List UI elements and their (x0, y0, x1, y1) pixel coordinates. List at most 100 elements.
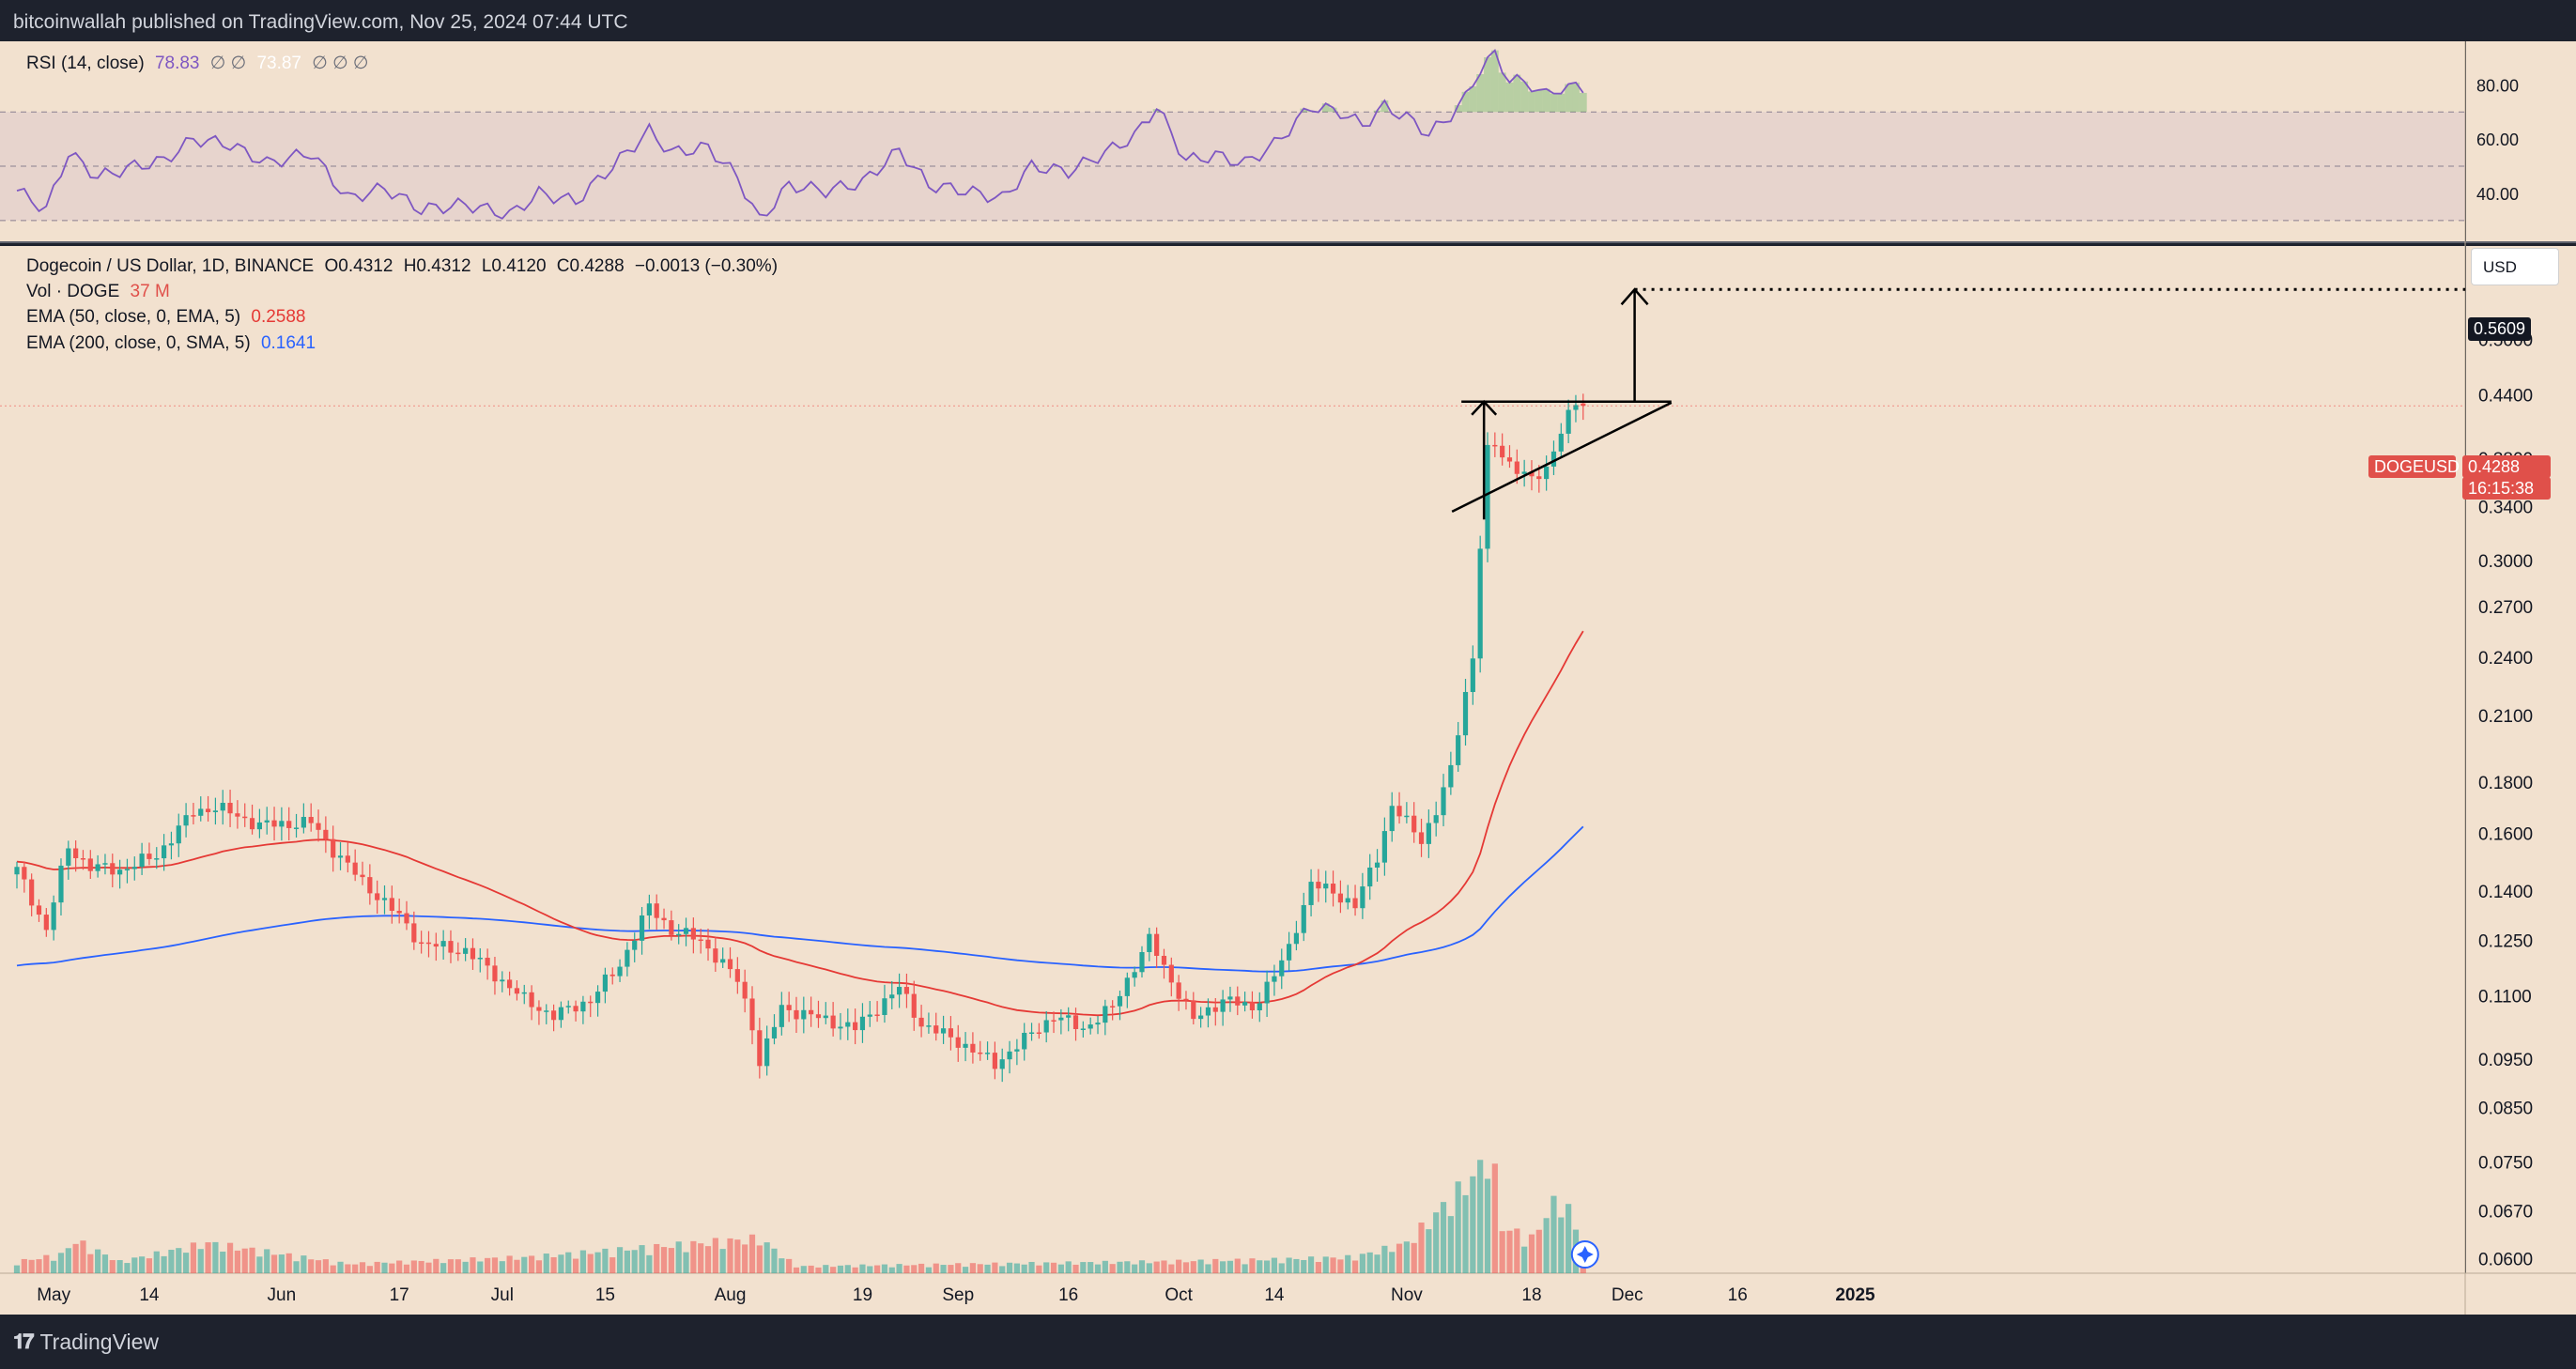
ema200-line (16, 825, 1584, 973)
volume-bar (1153, 1261, 1160, 1273)
main-pane-bg (0, 246, 2465, 1273)
volume-bar (1440, 1202, 1447, 1273)
ohlc-open: O0.4312 (324, 256, 393, 276)
price-tick-label: 0.2100 (2478, 707, 2533, 727)
last-price-label: 0.4288 (2462, 455, 2551, 478)
volume-bar (1293, 1258, 1300, 1273)
tradingview-brand[interactable]: 𝟏𝟕 TradingView (13, 1328, 159, 1356)
rsi-legend[interactable]: RSI (14, close) 78.83 ∅ ∅ 73.87 ∅ ∅ ∅ (26, 53, 368, 74)
volume-bar (1521, 1246, 1528, 1273)
volume-bar (1036, 1265, 1042, 1273)
candle-body (970, 1043, 976, 1053)
volume-bar (51, 1260, 57, 1273)
rsi-pane-bg (0, 41, 2465, 242)
volume-bar (543, 1254, 549, 1273)
candle-body (1161, 955, 1167, 965)
candle-body (1411, 815, 1417, 833)
volume-bar (698, 1243, 704, 1273)
volume-bar (36, 1259, 42, 1273)
volume-bar (1094, 1264, 1102, 1273)
volume-bar (756, 1245, 763, 1273)
volume-bar (1043, 1262, 1050, 1273)
candle-body (903, 987, 910, 994)
price-tick-label: 0.0950 (2478, 1051, 2533, 1070)
candle-body (698, 939, 703, 942)
volume-bar (881, 1264, 888, 1273)
candle-body (749, 998, 755, 1031)
symbol-line: Dogecoin / US Dollar, 1D, BINANCE (26, 256, 315, 276)
volume-bar (1403, 1241, 1410, 1273)
currency-button[interactable]: USD (2471, 248, 2559, 285)
candle-body (1014, 1049, 1020, 1052)
volume-bar (1264, 1260, 1271, 1273)
volume-bar (654, 1243, 660, 1273)
volume-bar (609, 1257, 616, 1273)
time-axis-bg (0, 1273, 2576, 1315)
candle-body (43, 915, 49, 931)
volume-bar (918, 1263, 925, 1273)
volume-bar (911, 1265, 918, 1273)
volume-bar (815, 1267, 822, 1273)
volume-bar (1301, 1259, 1307, 1273)
candle-body (1404, 815, 1410, 818)
candle-body (22, 867, 27, 880)
volume-bar (1374, 1254, 1381, 1273)
candle-body (389, 898, 394, 912)
candle-body (536, 1007, 542, 1011)
volume-bar (1109, 1264, 1116, 1273)
candle-body (1147, 933, 1152, 952)
candle-body (1514, 461, 1519, 474)
candle-body (1124, 977, 1130, 996)
candle-body (242, 816, 248, 819)
price-tick-label: 0.1100 (2478, 987, 2532, 1007)
candle-body (345, 855, 350, 863)
rsi-null-marks-2: ∅ ∅ ∅ (312, 54, 369, 73)
ema50-legend[interactable]: EMA (50, close, 0, EMA, 5) 0.2588 (26, 307, 306, 328)
candle-body (507, 979, 513, 989)
candle-body (918, 1017, 924, 1027)
candle-body (1301, 904, 1306, 933)
candle-body (396, 911, 402, 914)
volume-bar (800, 1266, 807, 1273)
volume-bar (65, 1248, 71, 1273)
ema200-legend[interactable]: EMA (200, close, 0, SMA, 5) 0.1641 (26, 333, 316, 354)
candle-body (1286, 944, 1292, 961)
candle-body (1374, 862, 1381, 868)
volume-bar (1220, 1261, 1226, 1273)
candle-body (227, 803, 233, 814)
volume-bar (101, 1254, 109, 1273)
volume-bar (440, 1263, 447, 1273)
volume-legend[interactable]: Vol · DOGE 37 M (26, 282, 170, 302)
volume-bar (1249, 1258, 1256, 1273)
volume-bar (1470, 1176, 1476, 1273)
volume-bar (823, 1265, 829, 1273)
realtime-marker-icon[interactable] (1570, 1240, 1599, 1269)
volume-bar (572, 1258, 579, 1273)
brand-name: TradingView (39, 1329, 160, 1354)
main-legend[interactable]: Dogecoin / US Dollar, 1D, BINANCE O0.431… (26, 256, 778, 277)
volume-bar (389, 1263, 395, 1273)
candle-body (742, 981, 748, 999)
ema50-line (16, 630, 1584, 1017)
volume-bar (1389, 1252, 1396, 1273)
candle-body (999, 1059, 1005, 1069)
volume-bar (1087, 1262, 1094, 1273)
chart-canvas[interactable]: 80.0060.0040.000.60000.50000.44000.38000… (0, 41, 2576, 1315)
volume-bar (359, 1262, 366, 1273)
candle-body (220, 803, 225, 811)
volume-bar (558, 1254, 564, 1273)
candle-body (1433, 815, 1439, 823)
volume-bar (764, 1242, 770, 1273)
candle-body (1191, 1000, 1196, 1020)
vol-value: 37 M (130, 282, 170, 301)
footer-bar: 𝟏𝟕 TradingView (0, 1315, 2576, 1369)
volume-bar (433, 1258, 440, 1273)
time-tick-label: Sep (942, 1285, 974, 1305)
volume-bar (962, 1267, 969, 1273)
candle-body (1066, 1015, 1072, 1018)
candle-body (565, 1006, 571, 1008)
volume-bar (1182, 1262, 1190, 1273)
time-tick-label: 15 (595, 1285, 615, 1305)
volume-bar (779, 1258, 785, 1273)
candle-body (823, 1015, 828, 1019)
